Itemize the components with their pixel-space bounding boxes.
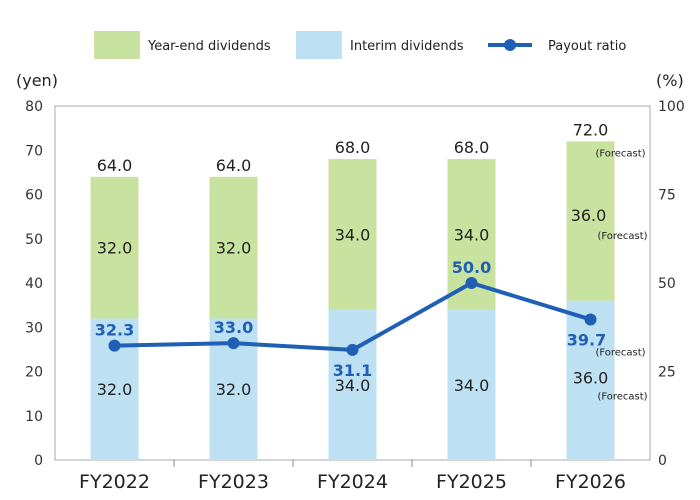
legend: Year-end dividends Interim dividends Payou… xyxy=(94,31,626,59)
interim-value-label: 32.0 xyxy=(97,380,133,399)
year-end-value-label: 32.0 xyxy=(216,239,252,258)
y2-tick-label: 0 xyxy=(658,453,667,469)
x-category-label: FY2026 xyxy=(555,471,626,493)
year-end-value-label: 36.0 xyxy=(571,206,607,225)
x-category-label: FY2023 xyxy=(198,471,269,493)
y-axis-ticks: 0 10 20 30 40 50 60 70 80 xyxy=(25,99,43,469)
y2-tick-label: 25 xyxy=(658,365,676,381)
payout-ratio-point xyxy=(584,313,597,326)
forecast-note: (Forecast) xyxy=(595,347,645,358)
forecast-note: (Forecast) xyxy=(595,148,645,159)
y2-axis-ticks: 0 25 50 75 100 xyxy=(658,99,685,469)
bar-year-end xyxy=(328,159,377,310)
x-category-label: FY2024 xyxy=(317,471,388,493)
bar-interim xyxy=(447,309,496,460)
y-tick-label: 10 xyxy=(25,409,43,425)
value-labels: 64.0 32.0 32.0 64.0 32.0 32.0 68.0 34.0 34.0 68.0… xyxy=(95,120,648,402)
interim-value-label: 34.0 xyxy=(335,376,371,395)
payout-ratio-label: 33.0 xyxy=(214,318,253,337)
legend-marker-payout-ratio xyxy=(504,39,516,51)
payout-ratio-point xyxy=(465,277,478,289)
forecast-note: (Forecast) xyxy=(597,231,647,242)
payout-ratio-label: 31.1 xyxy=(333,361,372,380)
bar-year-end xyxy=(209,176,258,319)
total-label: 68.0 xyxy=(335,138,371,157)
y-tick-label: 50 xyxy=(25,232,43,248)
x-category-label: FY2025 xyxy=(436,471,507,493)
bar-interim xyxy=(328,309,377,460)
y-axis-unit: (yen) xyxy=(16,71,58,90)
payout-ratio-label: 32.3 xyxy=(95,321,134,340)
year-end-value-label: 34.0 xyxy=(335,225,371,244)
x-category-label: FY2022 xyxy=(79,471,150,493)
year-end-value-label: 34.0 xyxy=(454,225,490,244)
forecast-note: (Forecast) xyxy=(597,391,647,402)
y-tick-label: 40 xyxy=(25,276,43,292)
total-label: 68.0 xyxy=(454,138,490,157)
y2-tick-label: 50 xyxy=(658,276,676,292)
bar-year-end xyxy=(566,141,615,301)
total-label: 72.0 xyxy=(573,120,609,139)
y-tick-label: 0 xyxy=(34,453,43,469)
y2-tick-label: 75 xyxy=(658,188,676,204)
y-tick-label: 60 xyxy=(25,188,43,204)
payout-ratio-line xyxy=(108,277,597,356)
legend-label: Year-end dividends xyxy=(147,39,271,54)
legend-label: Payout ratio xyxy=(548,39,626,54)
interim-value-label: 32.0 xyxy=(216,380,252,399)
year-end-value-label: 32.0 xyxy=(97,239,133,258)
total-label: 64.0 xyxy=(97,156,133,175)
payout-ratio-point xyxy=(227,337,240,350)
payout-ratio-label: 39.7 xyxy=(567,330,606,349)
interim-value-label: 34.0 xyxy=(454,376,490,395)
y-tick-label: 30 xyxy=(25,320,43,336)
legend-swatch xyxy=(296,31,342,59)
y-tick-label: 20 xyxy=(25,365,43,381)
legend-label: Interim dividends xyxy=(350,39,464,54)
x-axis-labels: FY2022 FY2023 FY2024 FY2025 FY2026 xyxy=(79,471,626,493)
y-tick-label: 80 xyxy=(25,99,43,115)
y2-tick-label: 100 xyxy=(658,99,685,115)
bar-year-end xyxy=(90,176,139,319)
payout-ratio-point xyxy=(346,343,359,356)
legend-swatch xyxy=(94,31,140,59)
bar-interim xyxy=(566,300,615,460)
payout-ratio-point xyxy=(108,339,121,352)
y-tick-label: 70 xyxy=(25,143,43,159)
total-label: 64.0 xyxy=(216,156,252,175)
payout-ratio-label: 50.0 xyxy=(452,258,491,277)
y2-axis-unit: (%) xyxy=(656,71,684,90)
interim-value-label: 36.0 xyxy=(573,368,609,387)
